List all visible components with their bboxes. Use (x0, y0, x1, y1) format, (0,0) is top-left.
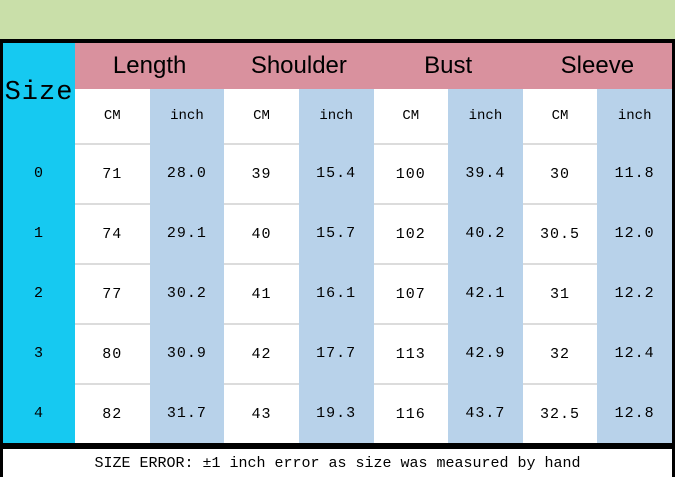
unit-header-bust-cm: CM (373, 89, 449, 143)
group-header-length: Length (75, 43, 225, 89)
unit-header-shoulder-inch: inch (298, 89, 374, 143)
table-cell: 16.1 (298, 263, 374, 323)
table-cell: 15.7 (298, 203, 374, 263)
table-cell: 11.8 (597, 143, 672, 203)
table-cell: 12.8 (597, 383, 672, 443)
table-cell: 17.7 (298, 323, 374, 383)
unit-header-bust-inch: inch (448, 89, 523, 143)
size-row-label: 3 (3, 323, 75, 383)
table-cell: 39.4 (448, 143, 523, 203)
size-row-label: 1 (3, 203, 75, 263)
table-cell: 12.2 (597, 263, 672, 323)
size-row-label: 4 (3, 383, 75, 443)
table-cell: 40.2 (448, 203, 523, 263)
table-cell: 40 (224, 203, 299, 263)
table-cell: 100 (373, 143, 449, 203)
table-cell: 31 (522, 263, 598, 323)
table-cell: 107 (373, 263, 449, 323)
table-cell: 41 (224, 263, 299, 323)
table-cell: 30.5 (522, 203, 598, 263)
unit-header-sleeve-inch: inch (597, 89, 672, 143)
size-row-label: 0 (3, 143, 75, 203)
top-margin-band (0, 0, 675, 39)
table-cell: 30.9 (149, 323, 225, 383)
table-cell: 12.0 (597, 203, 672, 263)
group-header-shoulder: Shoulder (224, 43, 374, 89)
table-cell: 82 (75, 383, 150, 443)
table-cell: 43.7 (448, 383, 523, 443)
table-cell: 30.2 (149, 263, 225, 323)
table-cell: 32.5 (522, 383, 598, 443)
size-column-header: Size (3, 43, 75, 143)
unit-header-length-inch: inch (149, 89, 225, 143)
table-cell: 102 (373, 203, 449, 263)
unit-header-sleeve-cm: CM (522, 89, 598, 143)
group-header-bust: Bust (373, 43, 523, 89)
size-chart-grid: Size Length Shoulder Bust Sleeve CM inch… (3, 43, 672, 449)
unit-header-shoulder-cm: CM (224, 89, 299, 143)
table-cell: 42.1 (448, 263, 523, 323)
table-cell: 80 (75, 323, 150, 383)
size-chart-table: Size Length Shoulder Bust Sleeve CM inch… (0, 39, 675, 477)
table-cell: 15.4 (298, 143, 374, 203)
table-cell: 31.7 (149, 383, 225, 443)
table-cell: 113 (373, 323, 449, 383)
table-cell: 28.0 (149, 143, 225, 203)
table-cell: 12.4 (597, 323, 672, 383)
table-cell: 71 (75, 143, 150, 203)
table-cell: 116 (373, 383, 449, 443)
table-cell: 42.9 (448, 323, 523, 383)
unit-header-length-cm: CM (75, 89, 150, 143)
table-cell: 43 (224, 383, 299, 443)
size-error-note: SIZE ERROR: ±1 inch error as size was me… (3, 449, 672, 477)
size-row-label: 2 (3, 263, 75, 323)
table-cell: 39 (224, 143, 299, 203)
table-cell: 32 (522, 323, 598, 383)
table-cell: 77 (75, 263, 150, 323)
group-header-sleeve: Sleeve (522, 43, 672, 89)
table-cell: 30 (522, 143, 598, 203)
table-cell: 74 (75, 203, 150, 263)
table-cell: 42 (224, 323, 299, 383)
table-cell: 29.1 (149, 203, 225, 263)
table-cell: 19.3 (298, 383, 374, 443)
